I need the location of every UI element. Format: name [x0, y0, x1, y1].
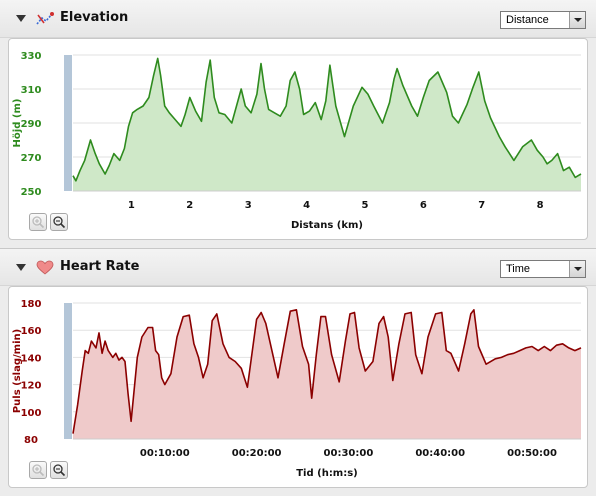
chevron-down-icon[interactable] [569, 261, 585, 277]
y-tick-label: 80 [24, 435, 38, 446]
series-area [73, 58, 581, 192]
x-tick-label: 1 [128, 200, 135, 211]
elevation-route-icon [36, 12, 54, 25]
y-tick-label: 120 [21, 381, 42, 392]
zoom-out-icon [53, 216, 66, 229]
zoom-out-icon [53, 464, 66, 477]
x-tick-label: 7 [478, 200, 485, 211]
collapse-triangle-icon[interactable] [16, 264, 26, 271]
collapse-triangle-icon[interactable] [16, 15, 26, 22]
heart-rate-panel-header: Heart Rate Time [0, 248, 596, 286]
series-line [72, 309, 582, 434]
zoom-in-icon [32, 216, 45, 229]
y-tick-label: 160 [21, 326, 42, 337]
x-tick-label: 6 [420, 200, 427, 211]
elevation-panel-header: Elevation Distance [0, 0, 596, 38]
y-tick-label: 140 [21, 353, 42, 364]
zoom-in-icon [32, 464, 45, 477]
heart-rate-panel: Heart Rate Time 80 100 120 140 160 180 00:10:0… [0, 248, 596, 496]
heart-rate-axis-dropdown[interactable]: Time [500, 260, 586, 278]
range-scrollbar [64, 55, 72, 191]
heart-rate-dropdown-value: Time [506, 263, 531, 275]
elevation-panel: Elevation Distance 250 270 290 310 330 1 2 3 4 5 6… [0, 0, 596, 240]
elevation-chart-box: 250 270 290 310 330 1 2 3 4 5 6 7 8 Distans (km) Höjd … [8, 38, 588, 240]
x-tick-label: 00:20:00 [232, 448, 282, 459]
elevation-axis-dropdown[interactable]: Distance [500, 11, 586, 29]
y-tick-label: 270 [21, 153, 42, 164]
zoom-in-button[interactable] [29, 213, 47, 231]
heart-rate-chart: 80 100 120 140 160 180 00:10:00 00:20:00 00:30:0… [12, 299, 582, 479]
series-line [72, 57, 582, 182]
y-tick-label: 290 [21, 119, 42, 130]
series-area [73, 309, 581, 439]
zoom-out-button[interactable] [50, 461, 68, 479]
y-axis-label: Puls (slag/min) [12, 329, 23, 413]
y-tick-label: 250 [21, 187, 42, 198]
heart-icon [36, 260, 54, 275]
zoom-out-button[interactable] [50, 213, 68, 231]
x-tick-label: 2 [186, 200, 193, 211]
heart-rate-chart-box: 80 100 120 140 160 180 00:10:00 00:20:00 00:30:0… [8, 286, 588, 488]
elevation-title: Elevation [60, 10, 129, 25]
y-tick-label: 180 [21, 299, 42, 310]
x-tick-label: 00:10:00 [140, 448, 190, 459]
heart-rate-title: Heart Rate [60, 259, 140, 274]
x-tick-label: 00:30:00 [324, 448, 374, 459]
zoom-in-button[interactable] [29, 461, 47, 479]
x-tick-label: 4 [303, 200, 310, 211]
y-axis-label: Höjd (m) [12, 99, 23, 148]
elevation-chart: 250 270 290 310 330 1 2 3 4 5 6 7 8 Distans (km) Höjd … [12, 51, 582, 231]
x-axis-label: Distans (km) [291, 220, 363, 231]
x-tick-label: 3 [245, 200, 252, 211]
y-tick-label: 310 [21, 85, 42, 96]
elevation-dropdown-value: Distance [506, 14, 549, 26]
x-tick-label: 8 [537, 200, 544, 211]
x-tick-label: 00:50:00 [507, 448, 557, 459]
y-tick-label: 330 [21, 51, 42, 62]
x-tick-label: 5 [361, 200, 368, 211]
y-tick-label: 100 [21, 408, 42, 419]
range-scrollbar [64, 303, 72, 439]
x-axis-label: Tid (h:m:s) [296, 468, 358, 479]
chevron-down-icon[interactable] [569, 12, 585, 28]
x-tick-label: 00:40:00 [415, 448, 465, 459]
